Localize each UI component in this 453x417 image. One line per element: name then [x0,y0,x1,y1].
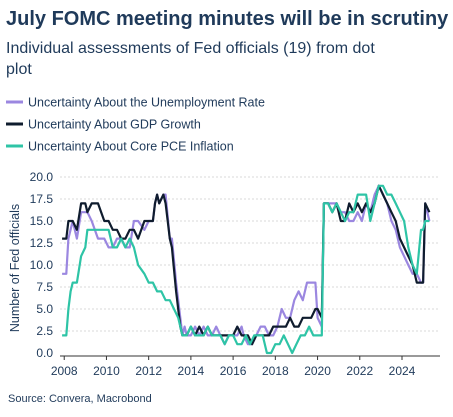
x-tick-label: 2010 [93,364,120,378]
y-tick-label: 12.5 [30,236,54,250]
y-tick-label: 15.0 [30,214,54,228]
y-axis-ticks: 0.0 2.5 5.0 7.5 10.0 12.5 15.0 17.5 20.0 [30,170,54,360]
legend-label-3: Uncertainty About Core PCE Inflation [28,140,234,154]
y-tick-label: 17.5 [30,192,54,206]
legend-label-1: Uncertainty About the Unemployment Rate [28,96,265,110]
series-line-core-pce [62,184,430,355]
x-tick-label: 2020 [304,364,331,378]
x-tick-label: 2016 [220,364,247,378]
y-tick-label: 20.0 [30,170,54,184]
x-tick-label: 2018 [262,364,289,378]
y-tick-label: 2.5 [36,324,53,338]
chart-title: July FOMC meeting minutes will be in scr… [6,8,449,30]
y-tick-label: 7.5 [36,280,53,294]
gridlines [60,176,440,332]
chart-subtitle-line-1: Individual assessments of Fed officials … [6,40,375,57]
y-tick-label: 5.0 [36,302,53,316]
source-note: Source: Convera, Macrobond [8,393,152,405]
x-tick-label: 2022 [346,364,373,378]
legend-label-2: Uncertainty About GDP Growth [28,118,201,132]
x-axis-ticks: 2008 2010 2012 2014 2016 2018 2020 2022 2024 [51,356,416,378]
x-tick-label: 2024 [389,364,416,378]
series-lines [62,184,431,355]
legend: Uncertainty About the Unemployment Rate U… [6,96,265,154]
x-tick-label: 2012 [135,364,162,378]
y-axis-label: Number of Fed officials [8,204,22,332]
y-tick-label: 10.0 [30,258,54,272]
x-tick-label: 2014 [178,364,205,378]
chart-subtitle-line-2: plot [6,61,32,78]
y-tick-label: 0.0 [36,346,53,360]
x-tick-label: 2008 [51,364,78,378]
